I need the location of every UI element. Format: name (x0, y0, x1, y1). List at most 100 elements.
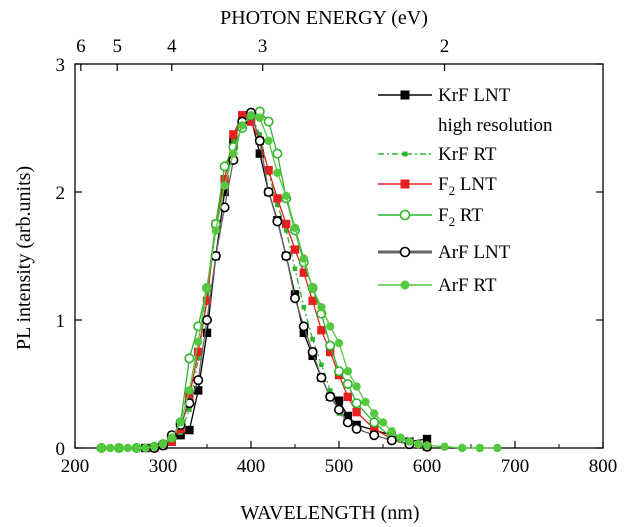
legend-marker (400, 90, 410, 100)
y-tick-label: 1 (56, 311, 66, 332)
data-point (220, 181, 229, 190)
data-point (378, 418, 388, 427)
data-point (289, 293, 300, 304)
data-point (202, 328, 212, 337)
data-point (220, 187, 229, 197)
top-tick-label: 4 (167, 36, 177, 57)
data-point (343, 392, 352, 401)
data-point (282, 219, 291, 229)
series-line (154, 114, 428, 449)
series-layer (96, 106, 502, 453)
data-point (167, 433, 176, 442)
data-point (351, 423, 362, 434)
legend-item: KrF LNT high resolution (378, 85, 553, 136)
data-point (272, 148, 283, 159)
data-point (97, 443, 106, 453)
x-tick-label: 700 (501, 456, 530, 477)
data-point (264, 166, 273, 175)
data-point (275, 202, 280, 208)
data-point (307, 346, 318, 357)
data-point (342, 378, 353, 389)
legend-item: ArF RT (378, 275, 497, 296)
data-point (257, 132, 263, 137)
data-point (123, 443, 132, 453)
y-tick-label: 3 (56, 55, 66, 76)
x-axis-ticks: 200 300 400 500 600 700 800 (61, 441, 618, 477)
data-point (185, 425, 194, 435)
legend-label: ArF RT (438, 275, 497, 296)
data-point (273, 168, 282, 177)
data-point (255, 113, 264, 122)
data-point (263, 116, 274, 127)
data-point (132, 443, 141, 453)
data-point (255, 149, 264, 158)
data-point (299, 328, 308, 337)
top-tick-label: 6 (76, 36, 86, 57)
data-point (194, 337, 203, 346)
data-point (333, 366, 344, 377)
data-point (334, 338, 344, 348)
data-point (369, 430, 380, 441)
series-5 (97, 111, 502, 453)
data-point (290, 245, 300, 254)
data-point (281, 251, 292, 262)
data-point (440, 442, 449, 451)
top-axis-title: PHOTON ENERGY (eV) (220, 7, 428, 29)
top-tick-label: 5 (112, 36, 122, 57)
data-point (343, 367, 352, 376)
data-point (193, 375, 204, 386)
data-point (317, 303, 326, 312)
data-point (351, 398, 362, 409)
data-point (493, 443, 502, 453)
data-point (325, 391, 336, 402)
legend-marker (400, 179, 410, 189)
data-point (254, 135, 265, 146)
data-point (263, 187, 274, 198)
top-tick-label: 3 (258, 36, 268, 57)
data-point (301, 304, 307, 310)
legend-item: ArF LNT (378, 242, 511, 263)
series-4 (149, 107, 432, 453)
data-point (220, 175, 229, 184)
data-point (202, 314, 213, 325)
data-point (219, 161, 230, 172)
data-point (231, 138, 236, 144)
data-point (282, 191, 291, 201)
data-point (202, 283, 212, 293)
data-point (158, 439, 168, 449)
legend-label: KrF LNT (438, 85, 511, 106)
data-point (272, 216, 283, 227)
legend-item: F2 RT (378, 205, 483, 229)
series-line (101, 110, 428, 449)
data-point (370, 409, 379, 418)
data-point (204, 292, 210, 297)
data-point (405, 437, 414, 446)
legend-marker (399, 209, 411, 221)
x-tick-label: 800 (589, 456, 618, 477)
legend-label: KrF RT (438, 144, 497, 165)
legend-label: F2 RT (438, 205, 483, 229)
legend-label: F2 LNT (438, 174, 497, 198)
series-0 (141, 111, 432, 453)
x-tick-label: 600 (413, 456, 442, 477)
data-point (386, 435, 397, 446)
series-line (154, 111, 428, 449)
data-point (238, 121, 247, 130)
data-point (361, 397, 370, 407)
x-axis-title: WAVELENGTH (nm) (240, 502, 419, 524)
data-point (194, 386, 203, 395)
data-point (387, 427, 396, 436)
data-point (283, 228, 289, 233)
data-point (396, 433, 405, 442)
data-point (176, 431, 185, 440)
legend-item: KrF RT (378, 144, 497, 165)
data-point (195, 356, 201, 361)
data-point (299, 254, 308, 263)
x-tick-label: 200 (61, 456, 90, 477)
data-point (292, 266, 298, 272)
legend-item: F2 LNT (378, 174, 497, 198)
top-tick-label: 2 (440, 36, 450, 57)
data-point (308, 283, 317, 293)
data-point (342, 417, 353, 428)
data-point (184, 398, 195, 409)
